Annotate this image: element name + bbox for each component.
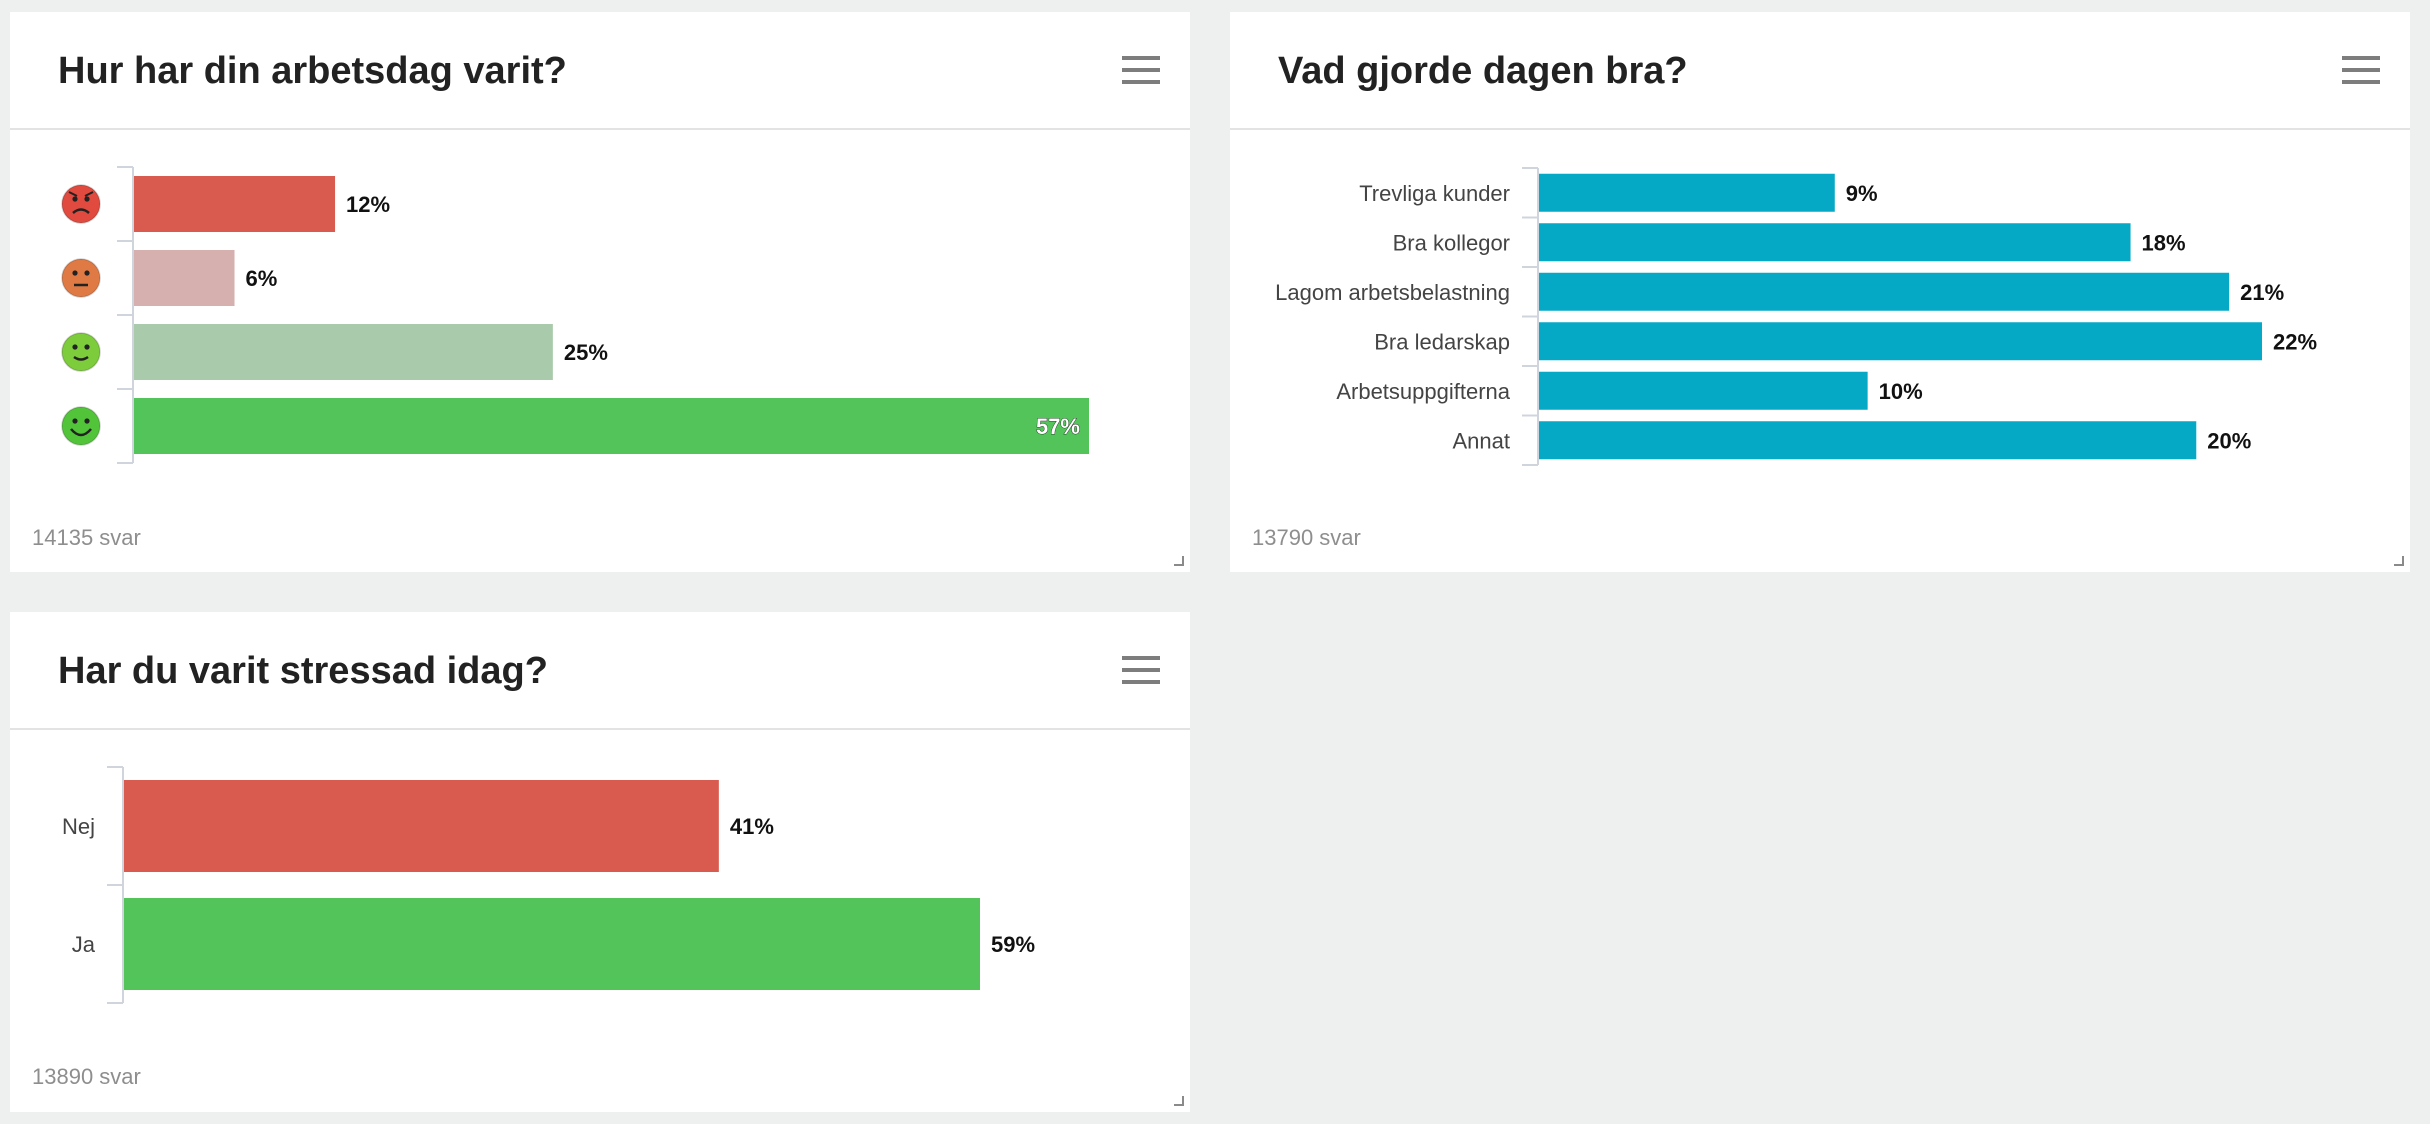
panel-header: Har du varit stressad idag? — [10, 612, 1190, 730]
hamburger-menu-icon[interactable] — [2342, 56, 2380, 84]
chart-panel-good-day: Vad gjorde dagen bra? Trevliga kunder 9% B… — [1230, 12, 2410, 572]
data-label: 20% — [2207, 428, 2251, 453]
panel-title: Hur har din arbetsdag varit? — [58, 50, 567, 92]
response-count: 14135 svar — [32, 525, 141, 550]
chart-panel-stress: Har du varit stressad idag? Nej 41% Ja 59% … — [10, 612, 1190, 1112]
category-label: Arbetsuppgifterna — [1336, 379, 1510, 404]
panel-title: Har du varit stressad idag? — [58, 650, 548, 692]
bar-2[interactable] — [1539, 272, 2230, 311]
bar-3[interactable] — [134, 398, 1089, 454]
bar-5[interactable] — [1539, 421, 2197, 460]
resize-handle[interactable] — [1174, 556, 1184, 566]
bar-4[interactable] — [1539, 371, 1868, 410]
bar-chart-good-day: Trevliga kunder 9% Bra kollegor 18% Lagom ar… — [1275, 167, 2317, 466]
category-label: Lagom arbetsbelastning — [1275, 280, 1510, 305]
data-label: 18% — [2142, 230, 2186, 255]
category-label: Trevliga kunder — [1359, 181, 1510, 206]
bar-1[interactable] — [124, 898, 980, 990]
panel-header: Hur har din arbetsdag varit? — [10, 12, 1190, 130]
category-label: Bra ledarskap — [1374, 329, 1510, 354]
hamburger-menu-icon[interactable] — [1122, 56, 1160, 84]
data-label: 22% — [2273, 329, 2317, 354]
data-label: 6% — [246, 266, 278, 291]
bar-3[interactable] — [1539, 322, 2262, 361]
category-label: Ja — [72, 932, 96, 957]
bar-2[interactable] — [134, 324, 553, 380]
data-label: 25% — [564, 340, 608, 365]
data-label: 10% — [1879, 379, 1923, 404]
response-count: 13890 svar — [32, 1064, 141, 1089]
category-label: Annat — [1453, 428, 1511, 453]
bar-0[interactable] — [134, 176, 336, 232]
panel-title: Vad gjorde dagen bra? — [1278, 50, 1688, 92]
chart-panel-workday: Hur har din arbetsdag varit? 12% 6% 25% 57%… — [10, 12, 1190, 572]
data-label: 59% — [991, 932, 1035, 957]
resize-handle[interactable] — [2394, 556, 2404, 566]
category-label: Nej — [62, 814, 95, 839]
bar-0[interactable] — [1539, 173, 1835, 212]
hamburger-menu-icon[interactable] — [1122, 656, 1160, 684]
panel-header: Vad gjorde dagen bra? — [1230, 12, 2410, 130]
bar-chart-stress: Nej 41% Ja 59% — [62, 766, 1035, 1004]
resize-handle[interactable] — [1174, 1096, 1184, 1106]
big-smile-face-icon — [61, 406, 101, 446]
data-label: 57% — [1036, 414, 1080, 439]
data-label: 12% — [346, 192, 390, 217]
category-label: Bra kollegor — [1393, 230, 1510, 255]
bar-1[interactable] — [134, 250, 235, 306]
slight-smile-face-icon — [61, 332, 101, 372]
bar-chart-workday: 12% 6% 25% 57% — [61, 166, 1089, 464]
bar-1[interactable] — [1539, 223, 2131, 262]
data-label: 21% — [2240, 280, 2284, 305]
neutral-face-icon — [61, 258, 101, 298]
data-label: 41% — [730, 814, 774, 839]
angry-face-icon — [61, 184, 101, 224]
bar-0[interactable] — [124, 780, 719, 872]
response-count: 13790 svar — [1252, 525, 1361, 550]
data-label: 9% — [1846, 181, 1878, 206]
